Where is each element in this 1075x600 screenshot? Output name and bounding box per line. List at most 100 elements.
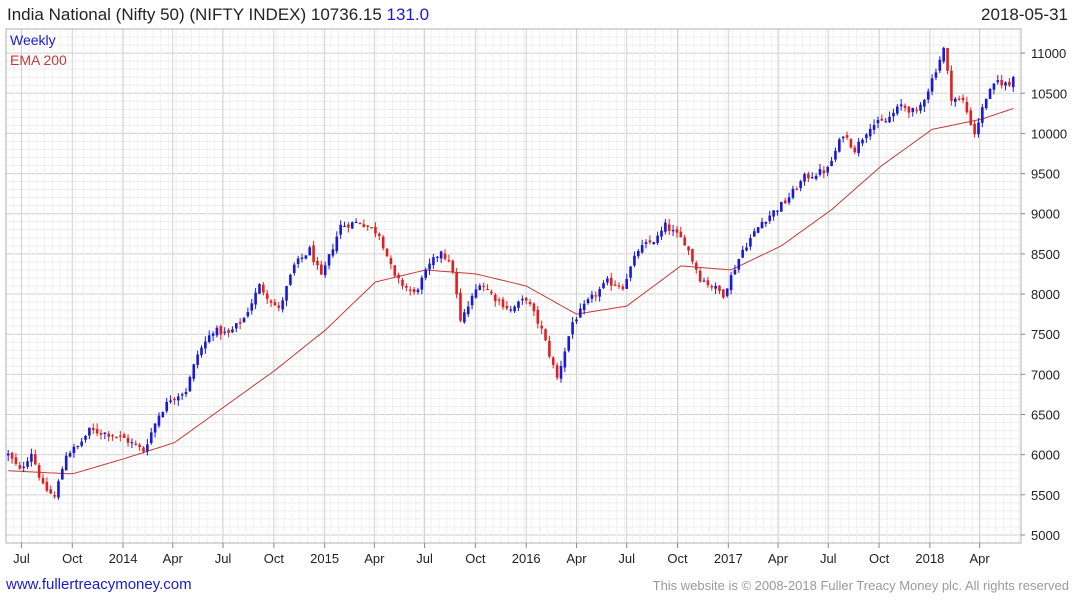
candle-body bbox=[880, 118, 884, 121]
y-tick-label: 11000 bbox=[1031, 46, 1066, 61]
candle-body bbox=[142, 447, 145, 452]
candle-body bbox=[575, 319, 578, 322]
candle-body bbox=[996, 80, 1000, 83]
candle-body bbox=[192, 364, 196, 379]
candle-body bbox=[756, 227, 760, 233]
y-tick-label: 8500 bbox=[1031, 247, 1060, 262]
candle-body bbox=[111, 435, 114, 437]
candle-body bbox=[204, 341, 207, 349]
candle-body bbox=[617, 285, 621, 287]
candle-body bbox=[853, 147, 857, 153]
y-tick-label: 9000 bbox=[1031, 207, 1060, 222]
candle-body bbox=[366, 225, 370, 227]
candle-body bbox=[22, 466, 25, 468]
candle-body bbox=[281, 300, 284, 310]
candle-body bbox=[95, 428, 99, 434]
candle-body bbox=[509, 309, 513, 311]
candle-body bbox=[981, 107, 984, 123]
candle-body bbox=[818, 169, 822, 175]
candle-body bbox=[841, 136, 845, 139]
candle-body bbox=[285, 286, 288, 301]
candle-body bbox=[327, 254, 331, 266]
y-tick-label: 10500 bbox=[1031, 86, 1067, 101]
candle-body bbox=[76, 445, 80, 448]
candle-body bbox=[180, 394, 184, 396]
x-tick-label: Jul bbox=[416, 551, 433, 566]
candle-body bbox=[807, 173, 810, 179]
candle-body bbox=[942, 47, 945, 62]
candle-body bbox=[219, 326, 223, 335]
candle-body bbox=[107, 433, 111, 437]
candle-body bbox=[810, 177, 814, 179]
candles-layer bbox=[6, 46, 1015, 500]
candle-body bbox=[551, 357, 555, 365]
candle-body bbox=[173, 398, 176, 401]
candle-body bbox=[679, 231, 683, 238]
candle-body bbox=[555, 365, 559, 378]
candle-body bbox=[953, 98, 957, 102]
candle-body bbox=[907, 106, 911, 113]
title-change: 131.0 bbox=[386, 5, 430, 24]
candle-body bbox=[308, 247, 312, 256]
candle-body bbox=[497, 299, 501, 301]
candle-body bbox=[741, 249, 744, 258]
candle-body bbox=[370, 227, 373, 229]
candle-body bbox=[698, 270, 702, 282]
ema-200-layer bbox=[8, 108, 1014, 475]
candle-body bbox=[868, 128, 872, 137]
candle-body bbox=[899, 104, 903, 107]
candle-body bbox=[675, 229, 679, 233]
candle-body bbox=[733, 269, 737, 275]
candle-body bbox=[725, 288, 729, 296]
y-tick-label: 5500 bbox=[1031, 488, 1060, 503]
candle-body bbox=[269, 300, 273, 303]
candle-body bbox=[621, 286, 625, 289]
candle-body bbox=[629, 266, 632, 278]
candle-body bbox=[625, 279, 629, 289]
candle-body bbox=[521, 298, 524, 301]
x-tick-label: Oct bbox=[264, 551, 285, 566]
candle-body bbox=[892, 112, 895, 117]
candle-body bbox=[559, 365, 563, 379]
y-tick-label: 7500 bbox=[1031, 327, 1060, 342]
candle-body bbox=[169, 400, 172, 402]
candle-body bbox=[68, 452, 72, 457]
candle-body bbox=[814, 175, 818, 179]
candle-body bbox=[14, 457, 18, 464]
candle-body bbox=[861, 139, 864, 144]
candle-body bbox=[826, 167, 830, 173]
candle-body bbox=[849, 139, 853, 148]
candle-body bbox=[490, 291, 493, 294]
candle-body bbox=[950, 70, 953, 101]
candle-body bbox=[354, 221, 358, 224]
candle-body bbox=[664, 222, 667, 232]
candle-body bbox=[470, 295, 474, 306]
candle-body bbox=[99, 433, 103, 435]
plot-frame bbox=[5, 28, 1022, 544]
candle-body bbox=[424, 269, 427, 278]
candle-body bbox=[486, 288, 489, 291]
candle-body bbox=[532, 303, 536, 312]
candle-body bbox=[667, 224, 671, 231]
candle-body bbox=[505, 305, 509, 309]
candle-body bbox=[795, 189, 799, 191]
y-tick-label: 10000 bbox=[1031, 126, 1067, 141]
candle-body bbox=[540, 325, 543, 329]
candle-body bbox=[567, 336, 571, 351]
site-link[interactable]: www.fullertreacymoney.com bbox=[6, 576, 192, 593]
candle-body bbox=[435, 256, 439, 258]
candle-body bbox=[246, 312, 250, 317]
candle-body bbox=[536, 309, 540, 324]
candle-body bbox=[223, 331, 226, 333]
candle-body bbox=[126, 437, 130, 443]
candle-body bbox=[946, 48, 949, 71]
candle-body bbox=[865, 134, 868, 139]
candle-body bbox=[579, 308, 582, 318]
candle-body bbox=[300, 257, 304, 259]
candle-body bbox=[977, 122, 980, 135]
candle-body bbox=[262, 284, 265, 293]
candle-body bbox=[242, 317, 246, 323]
candle-body bbox=[130, 442, 134, 444]
candle-body bbox=[930, 78, 934, 92]
candle-body bbox=[656, 235, 659, 243]
